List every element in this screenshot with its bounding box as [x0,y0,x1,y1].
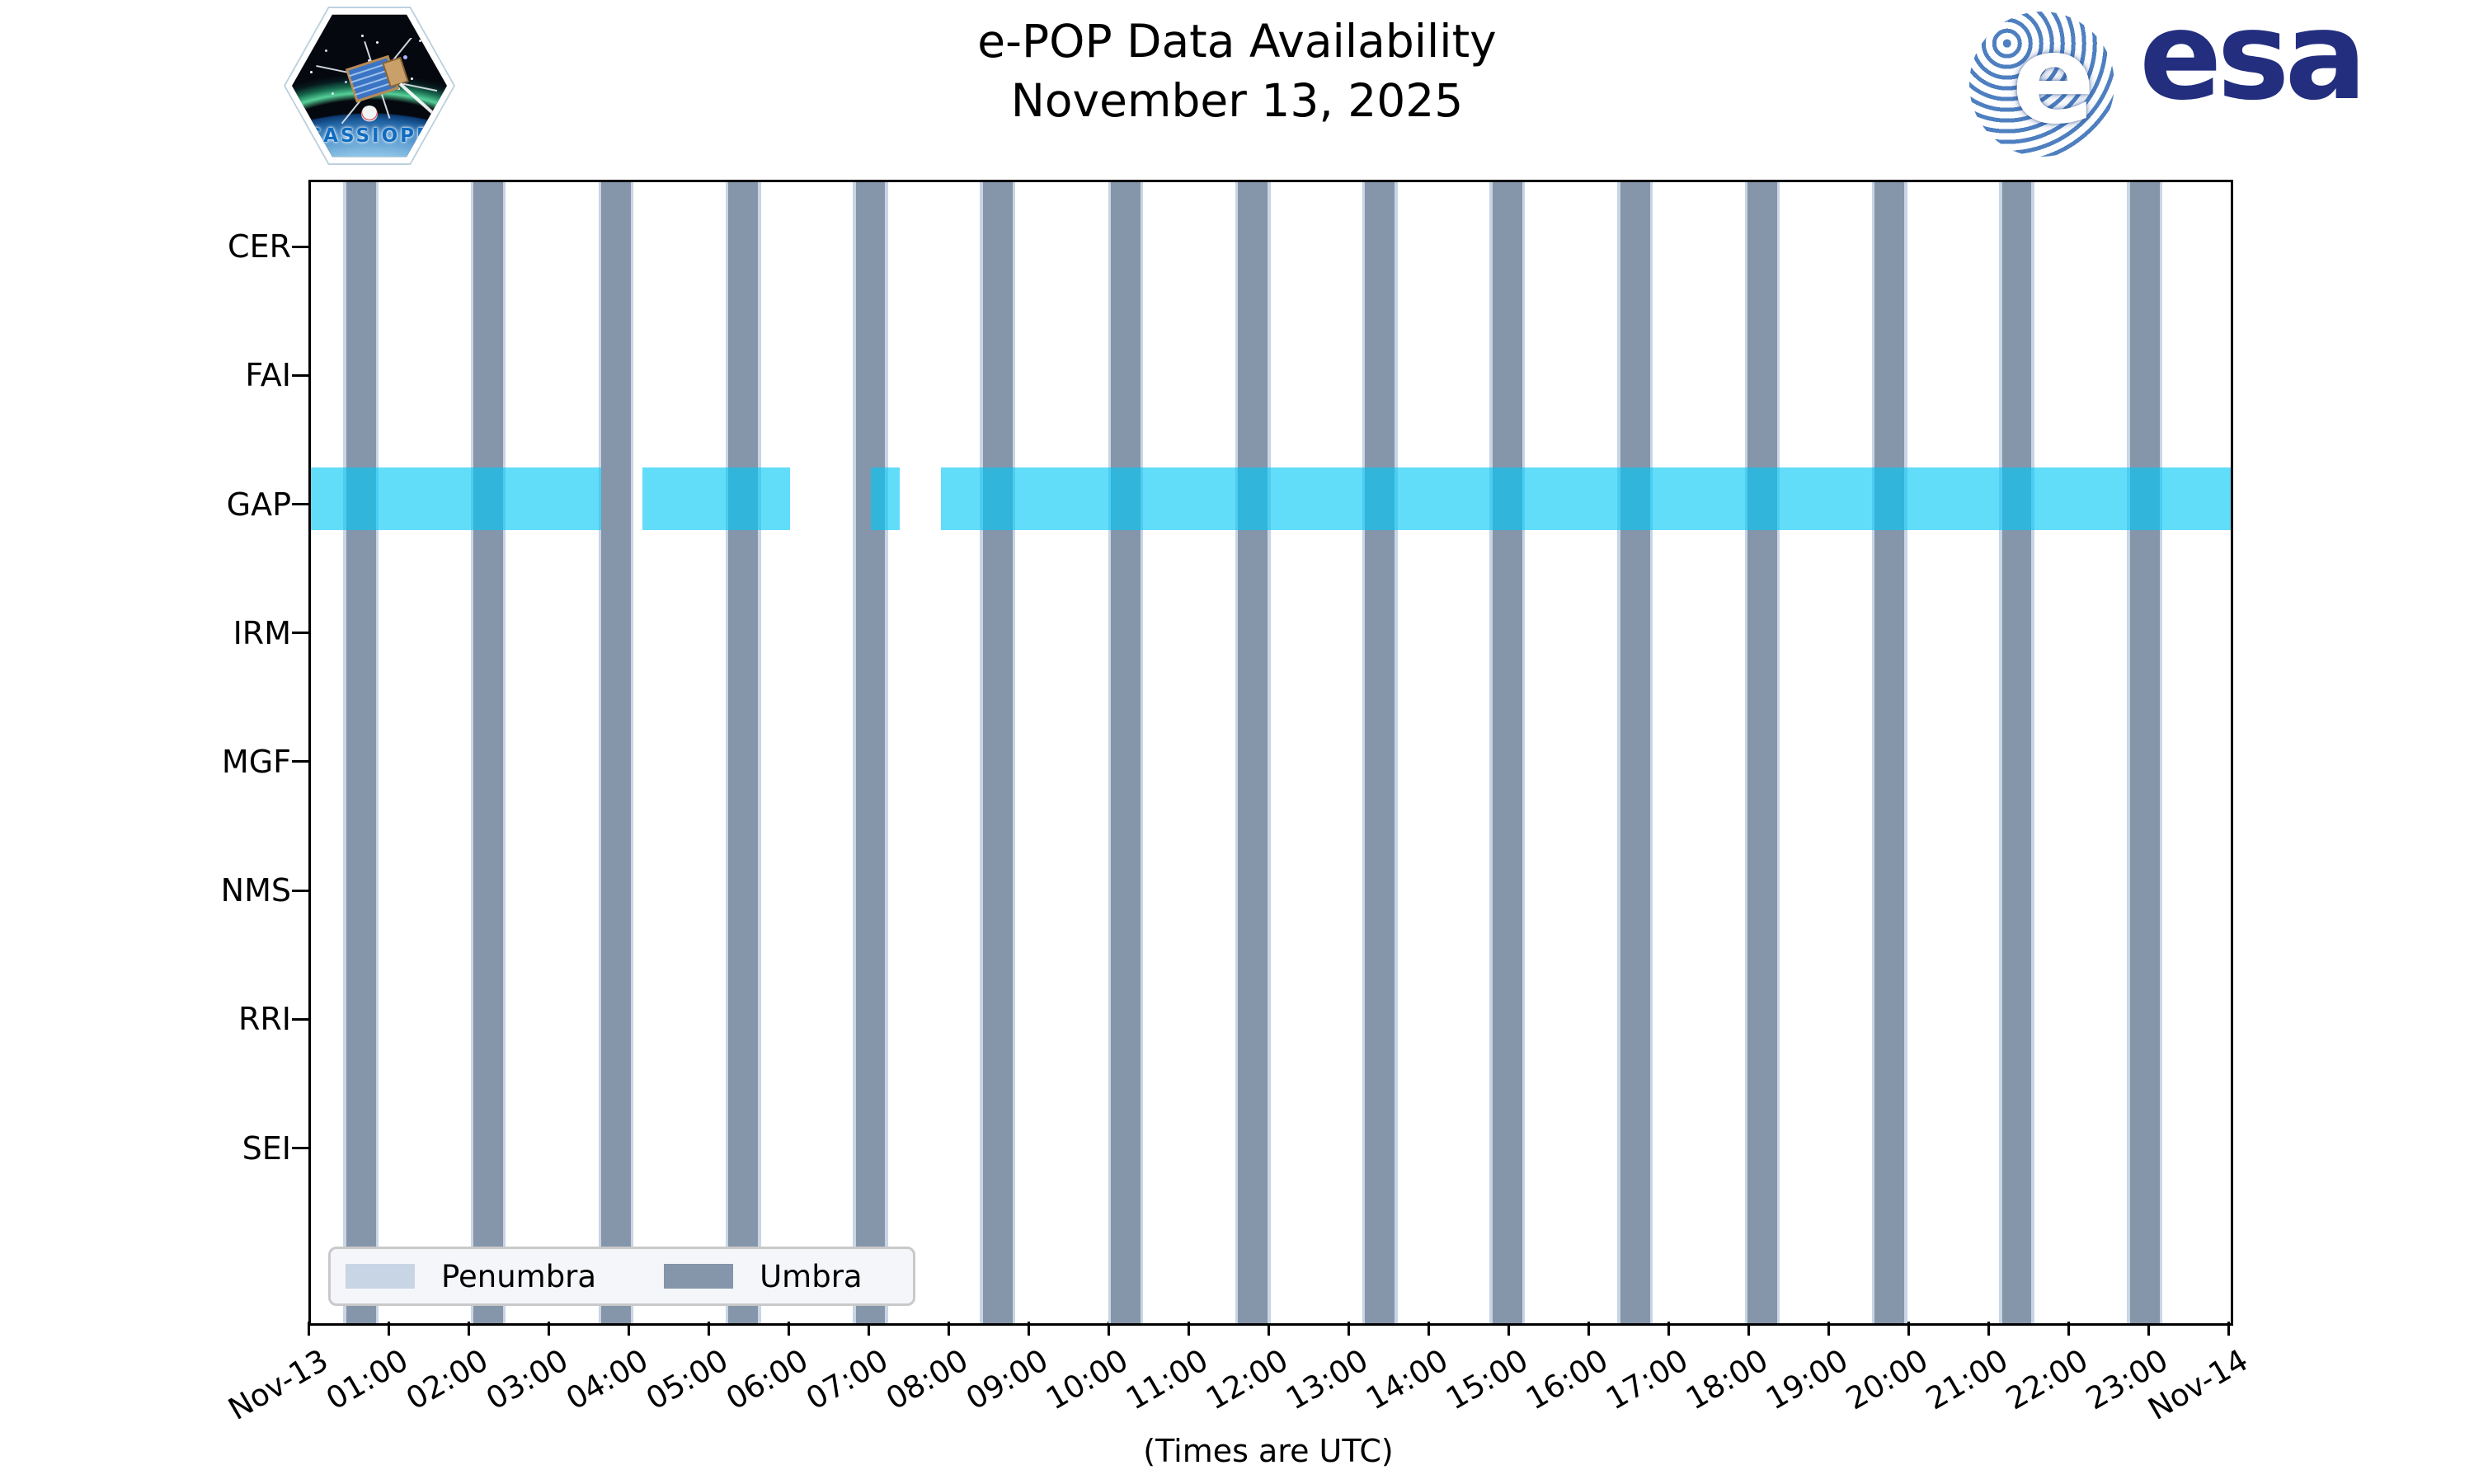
umbra-bar [2129,182,2160,1323]
y-tick [292,1147,308,1150]
umbra-bar [1492,182,1522,1323]
x-tick [2147,1322,2150,1336]
umbra-bar [1365,182,1395,1323]
x-tick [307,1322,310,1336]
y-tick [292,760,308,763]
y-tick-label: NMS [220,872,291,909]
x-tick [547,1322,550,1336]
plot-area: CER FAI GAP IRM MGF NMS RRI SEI Penumbra Umbra [221,180,2233,1326]
x-tick [387,1322,390,1336]
umbra-bar [855,182,886,1323]
y-tick-label: GAP [226,486,291,523]
legend-entry-label: Umbra [760,1258,863,1294]
x-tick [627,1322,630,1336]
x-tick [867,1322,870,1336]
x-tick [1827,1322,1830,1336]
cassiope-label: CASSIOPE [307,125,432,147]
y-tick [292,632,308,635]
umbra-legend-patch [664,1264,734,1289]
x-tick [1507,1322,1510,1336]
umbra-bar [1111,182,1141,1323]
x-tick [787,1322,790,1336]
x-tick [707,1322,710,1336]
gap-availability-segment [941,467,2231,530]
esa-wordmark: esa [2139,0,2367,127]
penumbra-legend-patch [346,1264,415,1289]
esa-globe-letter: e [2011,7,2095,152]
x-tick [2067,1322,2070,1336]
gap-availability-segment [311,467,602,530]
x-tick [1747,1322,1750,1336]
umbra-bar [473,182,503,1323]
x-tick [947,1322,950,1336]
y-tick [292,1017,308,1021]
y-tick [292,503,308,506]
umbra-bar [728,182,759,1323]
umbra-bar [1747,182,1777,1323]
y-tick-label: MGF [221,743,291,780]
y-tick-label: FAI [245,357,291,394]
starfield [361,35,364,37]
x-tick [2227,1322,2230,1336]
cassiope-mission-patch: CASSIOPE [284,5,455,167]
x-tick [1347,1322,1350,1336]
x-tick [1907,1322,1910,1336]
legend-entry-label: Penumbra [441,1258,597,1294]
cassiope-satellite-icon [316,38,438,124]
x-tick [1187,1322,1190,1336]
y-tick-label: SEI [242,1129,291,1167]
plot-content [311,182,2231,1323]
esa-logo: e esa [1969,0,2367,161]
umbra-bar [1238,182,1268,1323]
legend-entry: Umbra [664,1259,863,1294]
umbra-bar [982,182,1013,1323]
esa-globe-icon: e [1969,8,2114,157]
umbra-bar [601,182,631,1323]
x-tick [1427,1322,1430,1336]
umbra-bar [1874,182,1905,1323]
umbra-bar [2001,182,2032,1323]
x-tick [467,1322,470,1336]
legend: Penumbra Umbra [328,1247,915,1306]
y-tick-label: CER [228,228,291,265]
x-tick [1667,1322,1670,1336]
x-axis-label: (Times are UTC) [1143,1433,1394,1469]
gap-availability-segment [871,467,900,530]
y-tick-label: IRM [233,614,291,651]
gap-availability-segment [642,467,791,530]
legend-entry: Penumbra [346,1259,596,1294]
umbra-bar [1620,182,1650,1323]
y-tick [292,889,308,892]
x-tick [1587,1322,1590,1336]
y-tick-label: RRI [238,1001,291,1038]
x-tick [1987,1322,1990,1336]
x-tick [1267,1322,1270,1336]
y-tick [292,373,308,377]
x-tick [1107,1322,1110,1336]
y-tick [292,245,308,248]
csa-roundel [361,106,378,122]
x-tick [1027,1322,1030,1336]
umbra-bar [346,182,376,1323]
